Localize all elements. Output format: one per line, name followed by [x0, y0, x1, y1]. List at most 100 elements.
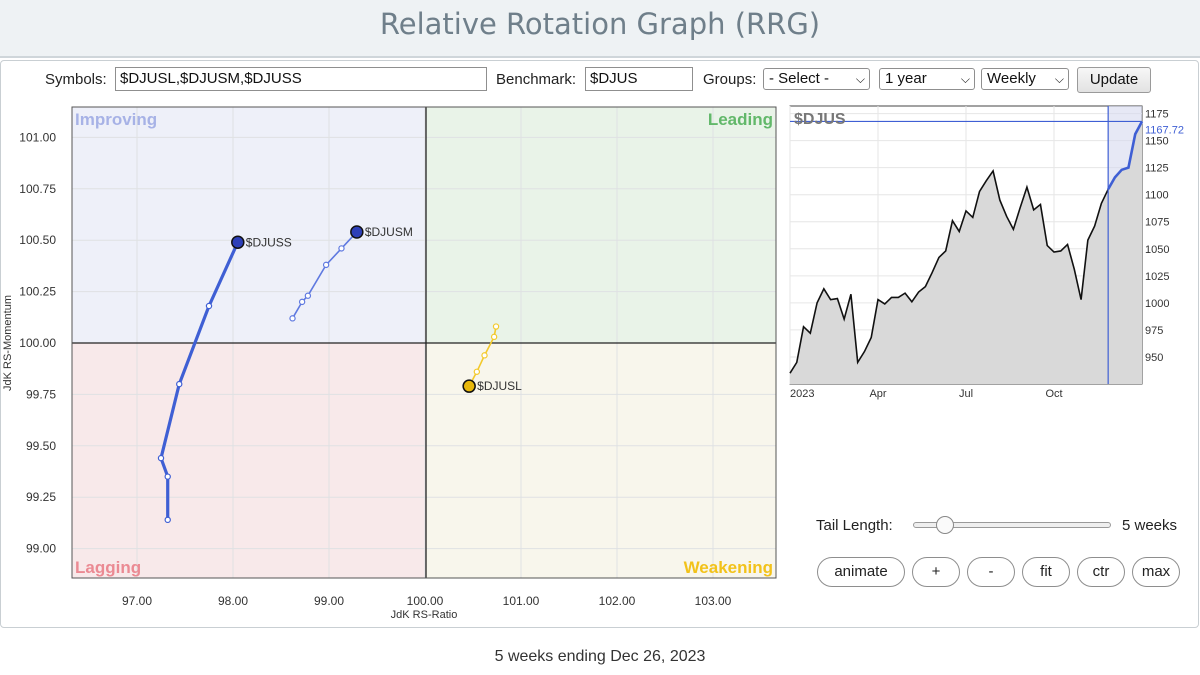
chevron-down-icon: ⌵	[960, 72, 970, 86]
rrg-tail-point	[338, 245, 345, 252]
y-tick-label: 100.00	[19, 336, 56, 350]
rrg-tail-point	[322, 261, 330, 269]
interval-select[interactable]: Weekly ⌵	[981, 68, 1069, 90]
price-y-tick-label: 1025	[1145, 271, 1169, 283]
price-area	[790, 121, 1142, 385]
rrg-series-label: $DJUSL	[477, 379, 522, 393]
max-button[interactable]: max	[1132, 557, 1180, 587]
y-tick-label: 100.25	[19, 285, 56, 299]
price-y-tick-label: 1150	[1145, 136, 1169, 148]
rrg-series-label: $DJUSM	[365, 225, 413, 239]
interval-select-value: Weekly	[987, 70, 1036, 87]
rrg-tail-point	[298, 298, 306, 306]
price-series	[789, 106, 1144, 385]
quadrant-label-leading: Leading	[708, 110, 773, 129]
rrg-head-marker[interactable]	[462, 379, 476, 393]
y-tick-label: 99.50	[26, 439, 56, 453]
quadrant-improving	[72, 107, 426, 343]
tail-length-value: 5 weeks	[1122, 517, 1178, 534]
update-button[interactable]: Update	[1077, 67, 1151, 93]
price-x-tick-label: 2023	[790, 388, 814, 400]
price-x-tick-label: Oct	[1045, 388, 1062, 400]
rrg-tail-point	[304, 292, 312, 299]
rrg-tail-point	[473, 368, 481, 375]
benchmark-input[interactable]: $DJUS	[585, 67, 693, 91]
zoom-in-button[interactable]: +	[912, 557, 960, 587]
groups-select-value: - Select -	[769, 70, 830, 87]
y-tick-label: 99.75	[26, 387, 56, 401]
page-title: Relative Rotation Graph (RRG)	[379, 7, 821, 41]
rrg-tail-point	[176, 380, 183, 388]
x-tick-label: 103.00	[695, 594, 732, 608]
rrg-tail-point	[164, 516, 171, 524]
period-select-value: 1 year	[885, 70, 927, 87]
groups-select[interactable]: - Select - ⌵	[763, 68, 870, 90]
y-axis-label: JdK RS-Momentum	[2, 295, 14, 391]
center-button[interactable]: ctr	[1077, 557, 1125, 587]
x-tick-label: 97.00	[122, 594, 152, 608]
price-y-tick-label: 975	[1145, 325, 1163, 337]
price-symbol-label: $DJUS	[794, 111, 846, 128]
rrg-tail-point	[164, 473, 171, 480]
rrg-plot-border	[71, 106, 777, 579]
rrg-head-marker[interactable]	[350, 225, 364, 239]
tail-length-label: Tail Length:	[816, 517, 893, 534]
groups-label: Groups:	[703, 71, 757, 88]
quadrant-leading	[426, 107, 776, 343]
y-tick-label: 100.50	[19, 233, 56, 247]
benchmark-label: Benchmark:	[496, 71, 577, 88]
price-axis-labels: 1175 1150 1125 1100 1075 1050 1025 1000 975 950 20…	[790, 109, 1184, 400]
y-tick-label: 99.25	[26, 490, 56, 504]
price-x-tick-label: Apr	[869, 388, 886, 400]
chevron-down-icon: ⌵	[1054, 72, 1064, 86]
period-footer: 5 weeks ending Dec 26, 2023	[494, 648, 706, 665]
rrg-tick-labels: 97.00 98.00 99.00 100.00 101.00 102.00 103.00 1…	[19, 130, 731, 608]
price-tail-line	[1107, 120, 1144, 190]
rrg-head-marker[interactable]	[231, 235, 245, 250]
price-y-tick-label: 1125	[1145, 163, 1169, 175]
rrg-series: $DJUSS $DJUSM $DJUSL	[157, 225, 522, 524]
y-tick-label: 100.75	[19, 182, 56, 196]
rrg-tail-point	[205, 302, 213, 310]
tail-length-slider-track[interactable]	[913, 522, 1111, 528]
quadrant-label-lagging: Lagging	[75, 558, 141, 577]
fit-button[interactable]: fit	[1022, 557, 1070, 587]
y-tick-label: 99.00	[26, 542, 56, 556]
x-tick-label: 98.00	[218, 594, 248, 608]
symbols-label: Symbols:	[45, 71, 107, 88]
page-header: Relative Rotation Graph (RRG)	[0, 0, 1200, 58]
period-select[interactable]: 1 year ⌵	[879, 68, 975, 90]
price-y-tick-label: 1050	[1145, 244, 1169, 256]
x-axis-label: JdK RS-Ratio	[391, 609, 458, 621]
chevron-down-icon: ⌵	[855, 72, 865, 86]
rrg-chart[interactable]: Improving Leading Lagging Weakening 97.0…	[0, 100, 790, 625]
y-tick-label: 101.00	[19, 130, 56, 144]
rrg-tail-point	[157, 454, 165, 462]
price-y-tick-label: 950	[1145, 352, 1163, 364]
benchmark-price-chart: $DJUS 1175 1150 1125 1100 1075 1050 1025 1000 97…	[789, 105, 1184, 400]
rrg-tail-point	[492, 323, 500, 330]
animate-button[interactable]: animate	[817, 557, 905, 587]
rrg-tail-point	[490, 333, 498, 341]
price-y-tick-label: 1100	[1145, 190, 1169, 202]
price-x-tick-label: Jul	[959, 388, 973, 400]
quadrant-lagging	[72, 343, 426, 578]
rrg-tail-point	[289, 315, 296, 322]
quadrant-label-improving: Improving	[75, 110, 157, 129]
quadrant-weakening	[426, 343, 776, 578]
rrg-series-label: $DJUSS	[246, 235, 292, 249]
rrg-tail-point	[481, 352, 488, 359]
price-last-value-label: 1167.72	[1145, 124, 1184, 136]
price-line	[789, 168, 1109, 374]
x-tick-label: 101.00	[503, 594, 540, 608]
symbols-input[interactable]: $DJUSL,$DJUSM,$DJUSS	[115, 67, 487, 91]
quadrant-label-weakening: Weakening	[684, 558, 773, 577]
price-y-tick-label: 1175	[1145, 109, 1169, 121]
tail-length-slider-handle[interactable]	[936, 516, 954, 534]
price-y-tick-label: 1000	[1145, 298, 1169, 310]
x-tick-label: 100.00	[407, 594, 444, 608]
zoom-out-button[interactable]: -	[967, 557, 1015, 587]
price-y-tick-label: 1075	[1145, 217, 1169, 229]
x-tick-label: 99.00	[314, 594, 344, 608]
x-tick-label: 102.00	[599, 594, 636, 608]
